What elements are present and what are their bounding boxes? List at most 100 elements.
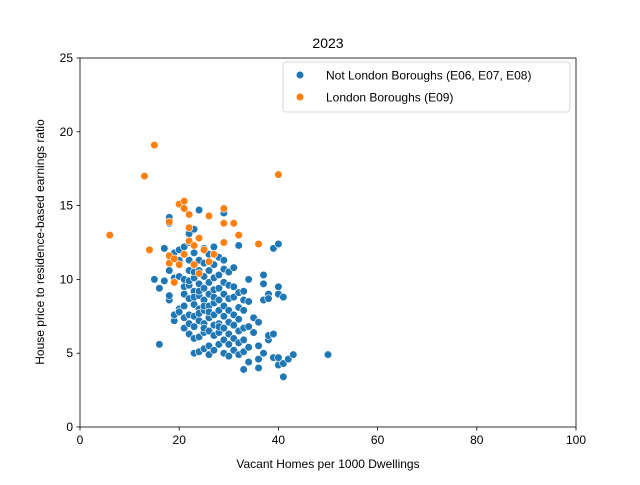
data-point-series-1-22 [204,211,214,221]
data-point-series-0-120 [229,321,238,330]
y-tick-label: 25 [60,51,74,65]
data-point-series-0-138 [239,287,248,296]
y-axis-ticks: 0 5 10 15 20 25 [60,51,80,434]
data-point-series-0-140 [244,343,253,352]
x-tick-label: 100 [566,433,586,447]
y-axis-label: House price to residence-based earnings … [33,119,47,365]
data-point-series-0-171 [323,350,333,359]
data-point-series-0-152 [259,270,268,280]
x-axis-ticks: 0 20 40 60 80 100 [77,427,586,447]
data-point-series-0-123 [229,282,238,291]
data-point-series-0-89 [209,242,219,252]
data-point-series-1-20 [194,269,204,278]
data-point-series-0-150 [259,349,268,358]
data-point-series-0-102 [219,324,228,333]
data-point-series-1-23 [204,257,214,266]
data-point-series-0-131 [234,241,243,250]
x-axis-label: Vacant Homes per 1000 Dwellings [236,457,419,471]
x-tick-label: 0 [77,433,84,447]
data-point-series-1-28 [229,219,238,228]
data-point-series-0-170 [289,350,298,359]
data-point-series-0-39 [189,322,199,331]
y-tick-label: 5 [66,346,73,360]
data-point-series-1-26 [219,219,228,228]
data-point-series-1-14 [185,210,194,219]
data-point-series-0-103 [219,312,228,321]
legend-label-london: London Boroughs (E09) [326,91,453,105]
x-tick-label: 20 [173,433,187,447]
data-point-series-1-31 [274,170,283,179]
data-point-series-0-95 [214,295,223,305]
data-point-series-1-29 [234,231,243,240]
legend-box [282,61,571,113]
legend-label-not-london: Not London Boroughs (E06, E07, E08) [326,69,531,83]
data-point-series-0-96 [214,284,223,293]
legend: Not London Boroughs (E06, E07, E08) Lond… [282,61,571,113]
data-point-series-0-19 [175,307,184,316]
data-point-series-0-1 [155,284,164,293]
data-point-series-0-2 [155,340,164,349]
data-point-series-0-57 [194,205,204,215]
data-point-series-1-3 [150,140,159,150]
data-point-series-0-124 [229,263,238,272]
data-point-series-0-148 [254,341,263,350]
data-point-series-0-139 [244,357,253,367]
plot-frame [79,57,577,428]
data-point-series-1-8 [170,254,179,263]
data-point-series-0-162 [274,353,283,362]
data-point-series-0-168 [279,293,288,302]
data-point-series-1-10 [175,260,184,269]
y-tick-label: 20 [60,125,74,139]
data-point-series-1-21 [199,245,209,254]
chart-title: 2023 [312,35,343,51]
data-point-series-1-18 [189,260,199,269]
legend-marker-london [295,92,305,102]
data-point-series-0-146 [254,363,263,373]
data-point-series-0-45 [189,248,199,257]
data-point-series-0-78 [204,266,214,275]
data-point-series-0-147 [254,355,263,364]
data-point-series-0-157 [264,294,273,303]
data-point-series-1-0 [105,231,114,240]
y-tick-label: 0 [66,420,73,434]
data-point-series-0-3 [160,276,169,285]
data-point-series-1-27 [219,238,228,247]
data-point-series-0-21 [180,301,189,311]
y-tick-label: 10 [60,272,74,286]
data-point-series-0-134 [239,335,248,345]
data-point-series-1-30 [254,239,263,249]
data-point-series-0-6 [165,291,174,300]
data-point-series-0-151 [259,279,268,288]
data-point-series-0-108 [219,256,228,265]
x-tick-label: 40 [272,433,286,447]
points-layer [105,140,333,381]
data-point-series-0-149 [254,318,263,327]
data-point-series-0-144 [249,328,258,337]
x-tick-label: 80 [470,433,484,447]
data-point-series-0-110 [224,352,233,361]
data-point-series-0-97 [214,270,223,280]
x-tick-label: 60 [371,433,385,447]
data-point-series-1-25 [219,204,228,213]
data-point-series-0-81 [209,346,219,355]
data-point-series-1-17 [189,241,199,250]
data-point-series-1-4 [165,217,174,226]
data-point-series-0-136 [239,306,248,315]
data-point-series-1-12 [180,204,189,213]
data-point-series-1-24 [209,250,219,259]
data-point-series-0-141 [244,322,253,331]
legend-marker-not-london [295,70,305,80]
data-point-series-1-2 [145,245,154,254]
data-point-series-0-159 [269,329,278,339]
data-point-series-0-132 [239,365,248,374]
data-point-series-0-65 [199,284,209,293]
data-point-series-0-4 [160,244,169,253]
data-point-series-0-7 [165,266,174,275]
data-point-series-0-0 [150,275,159,284]
data-point-series-0-128 [234,315,243,324]
data-point-series-1-19 [194,233,204,243]
data-point-series-0-166 [279,372,288,381]
data-point-series-0-163 [274,282,283,291]
